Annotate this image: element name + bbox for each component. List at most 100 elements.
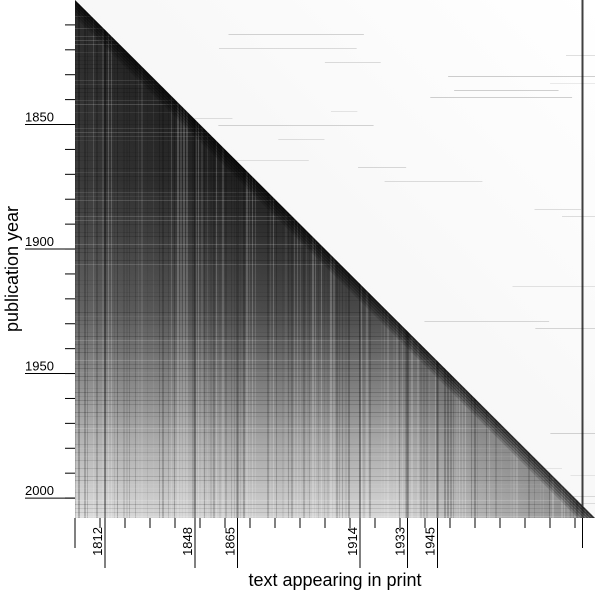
horizontal-stripe xyxy=(75,264,595,265)
vertical-stripe xyxy=(195,0,197,518)
y-axis-title: publication year xyxy=(2,206,22,332)
vertical-stripe xyxy=(75,0,76,518)
horizontal-stripe xyxy=(75,480,595,481)
vertical-stripe xyxy=(153,0,154,518)
horizontal-stripe xyxy=(75,492,595,493)
vertical-stripe xyxy=(117,0,118,518)
vertical-stripe xyxy=(147,0,148,518)
horizontal-stripe xyxy=(535,328,595,329)
vertical-stripe xyxy=(276,0,277,518)
horizontal-stripe xyxy=(75,392,595,393)
diagonal-line xyxy=(75,10,595,518)
horizontal-stripe xyxy=(75,508,595,509)
vertical-stripe xyxy=(204,0,205,518)
vertical-stripe xyxy=(207,0,208,518)
horizontal-stripe xyxy=(75,280,595,281)
horizontal-stripe xyxy=(75,424,595,425)
horizontal-stripe xyxy=(75,488,595,489)
vertical-stripe xyxy=(270,0,271,518)
diagonal-line xyxy=(75,4,595,518)
vertical-stripe xyxy=(201,0,203,518)
horizontal-stripe xyxy=(75,332,595,333)
horizontal-stripe xyxy=(218,48,357,49)
vertical-stripe xyxy=(273,0,274,518)
horizontal-stripe xyxy=(75,416,595,417)
horizontal-stripe xyxy=(75,468,595,469)
horizontal-stripe xyxy=(550,433,595,434)
x-tick-label: 1933 xyxy=(393,527,408,556)
vertical-stripe xyxy=(105,0,106,518)
y-tick-label: 1850 xyxy=(25,110,54,125)
horizontal-stripe xyxy=(75,504,595,505)
horizontal-stripe xyxy=(75,396,595,397)
vertical-stripe xyxy=(231,0,232,518)
horizontal-stripe xyxy=(583,503,595,504)
vertical-stripe xyxy=(255,0,256,518)
horizontal-stripe xyxy=(75,320,595,321)
vertical-stripe xyxy=(327,0,329,518)
horizontal-stripe xyxy=(75,292,595,293)
vertical-stripe xyxy=(213,0,215,518)
horizontal-stripe xyxy=(208,160,309,161)
horizontal-stripe xyxy=(324,62,381,63)
vertical-stripe xyxy=(267,0,269,518)
horizontal-stripe xyxy=(75,412,595,413)
vertical-stripe xyxy=(210,0,212,518)
vertical-stripe xyxy=(306,0,307,518)
vertical-stripe xyxy=(162,0,164,518)
vertical-stripe xyxy=(78,0,80,518)
vertical-stripe xyxy=(300,0,301,518)
horizontal-stripe xyxy=(75,432,595,433)
vertical-stripe xyxy=(303,0,305,518)
horizontal-stripe xyxy=(75,448,595,449)
horizontal-stripe xyxy=(194,118,233,119)
horizontal-stripe xyxy=(75,348,595,349)
vertical-stripe xyxy=(324,0,325,518)
horizontal-stripe xyxy=(75,456,595,457)
horizontal-stripe xyxy=(75,428,595,429)
diagonal-line xyxy=(75,13,595,518)
vertical-stripe xyxy=(102,0,104,518)
vertical-stripe xyxy=(96,0,98,518)
vertical-stripe xyxy=(315,0,316,518)
vertical-stripe xyxy=(168,0,169,518)
x-tick-label: 1812 xyxy=(90,527,105,556)
diagonal-line xyxy=(75,7,595,518)
horizontal-stripe xyxy=(75,316,595,317)
horizontal-stripe xyxy=(75,452,595,453)
vertical-stripe xyxy=(84,0,86,518)
vertical-stripe xyxy=(240,0,241,518)
vertical-stripe xyxy=(192,0,194,518)
event-column xyxy=(581,0,584,518)
x-tick-label: 1914 xyxy=(345,527,360,556)
vertical-stripe xyxy=(186,0,188,518)
horizontal-stripe xyxy=(75,516,595,517)
vertical-stripe xyxy=(297,0,298,518)
y-tick-label: 1900 xyxy=(25,234,54,249)
vertical-stripe xyxy=(237,0,238,518)
vertical-stripe xyxy=(126,0,128,518)
horizontal-stripe xyxy=(75,336,595,337)
vertical-stripe xyxy=(171,0,172,518)
horizontal-stripe xyxy=(512,286,595,287)
x-axis: 1812 1848 1865 1914 1933 1945 xyxy=(74,518,583,568)
horizontal-stripe xyxy=(75,388,595,389)
horizontal-stripe xyxy=(75,324,595,325)
vertical-stripe xyxy=(93,0,94,518)
x-axis-title: text appearing in print xyxy=(248,570,421,590)
vertical-stripe xyxy=(252,0,253,518)
horizontal-stripe xyxy=(75,352,595,353)
horizontal-stripe xyxy=(75,368,595,369)
vertical-stripe xyxy=(243,0,245,518)
event-column xyxy=(104,0,106,518)
vertical-stripe xyxy=(138,0,139,518)
x-tick-label: 1848 xyxy=(180,527,195,556)
horizontal-stripe xyxy=(75,476,595,477)
vertical-stripe xyxy=(216,0,217,518)
horizontal-stripe xyxy=(75,460,595,461)
horizontal-stripe xyxy=(384,181,483,182)
horizontal-stripe xyxy=(566,55,595,56)
vertical-stripe xyxy=(174,0,175,518)
vertical-stripe xyxy=(177,0,179,518)
horizontal-stripe xyxy=(534,209,581,210)
